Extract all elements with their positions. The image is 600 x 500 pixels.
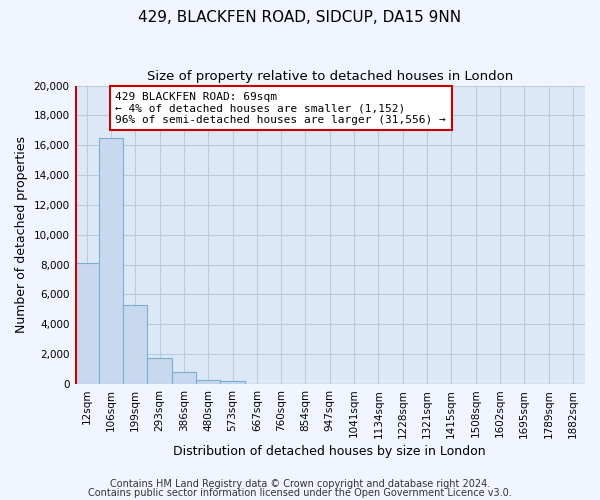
Bar <box>99 138 123 384</box>
Bar <box>123 305 148 384</box>
X-axis label: Distribution of detached houses by size in London: Distribution of detached houses by size … <box>173 444 486 458</box>
Text: 429, BLACKFEN ROAD, SIDCUP, DA15 9NN: 429, BLACKFEN ROAD, SIDCUP, DA15 9NN <box>139 10 461 25</box>
Y-axis label: Number of detached properties: Number of detached properties <box>15 136 28 333</box>
Bar <box>148 358 172 384</box>
Bar <box>74 263 99 384</box>
Text: Contains public sector information licensed under the Open Government Licence v3: Contains public sector information licen… <box>88 488 512 498</box>
Text: Contains HM Land Registry data © Crown copyright and database right 2024.: Contains HM Land Registry data © Crown c… <box>110 479 490 489</box>
Bar <box>220 381 245 384</box>
Bar <box>196 380 220 384</box>
Title: Size of property relative to detached houses in London: Size of property relative to detached ho… <box>146 70 513 83</box>
Text: 429 BLACKFEN ROAD: 69sqm
← 4% of detached houses are smaller (1,152)
96% of semi: 429 BLACKFEN ROAD: 69sqm ← 4% of detache… <box>115 92 446 124</box>
Bar <box>172 372 196 384</box>
